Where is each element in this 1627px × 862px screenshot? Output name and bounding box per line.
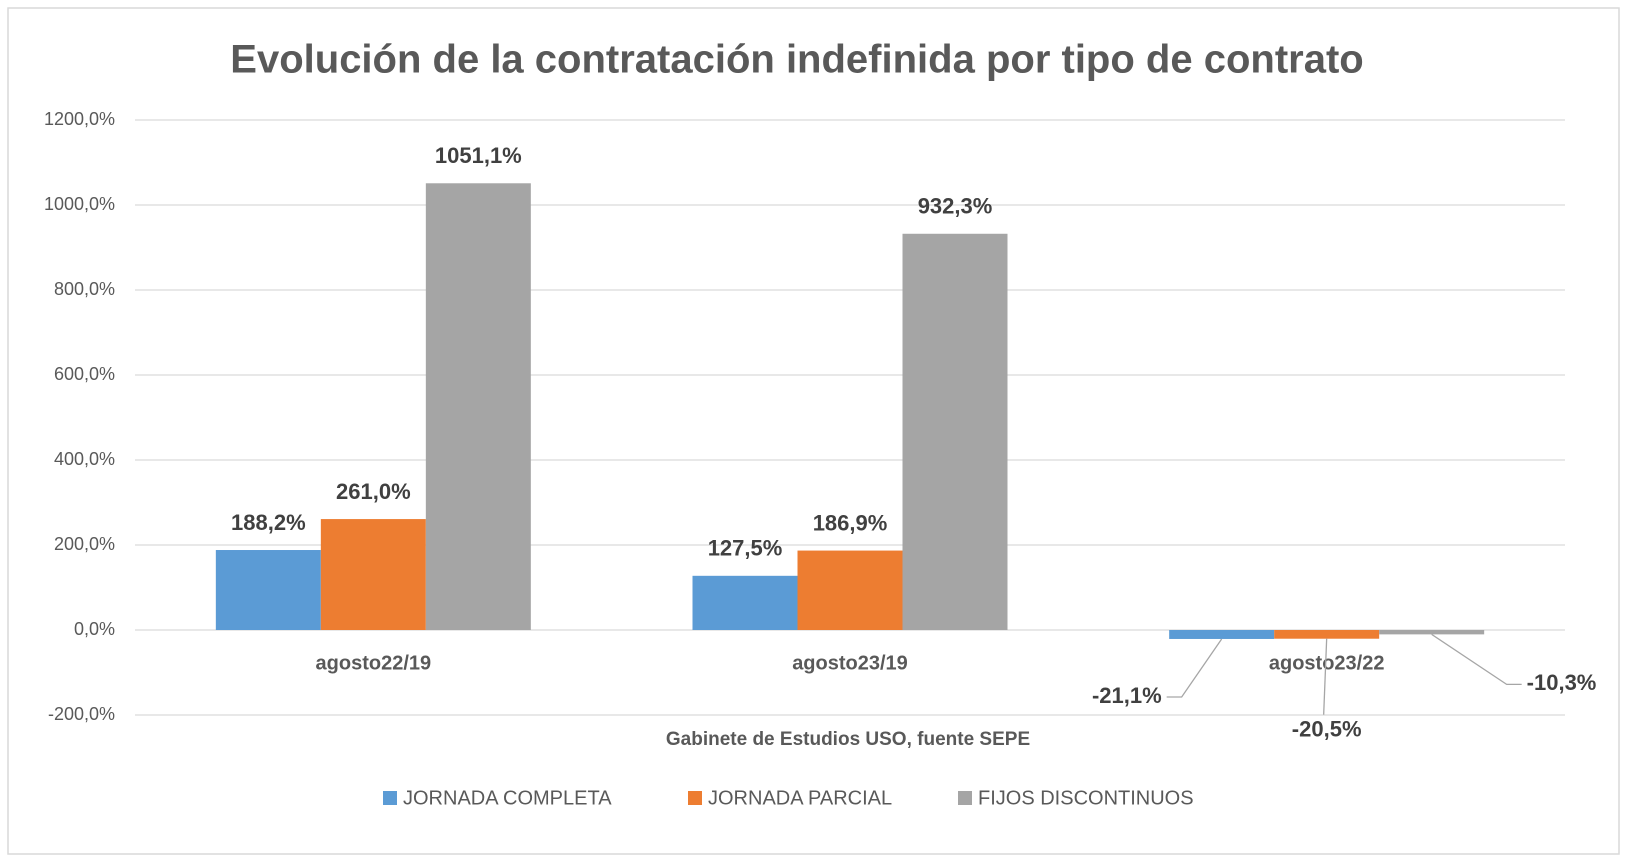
bar [425,183,531,630]
y-tick-label: 600,0% [54,364,115,384]
legend-label: FIJOS DISCONTINUOS [978,787,1194,809]
y-tick-label: 800,0% [54,279,115,299]
y-tick-label: 0,0% [74,619,115,639]
y-tick-label: 1200,0% [44,109,115,129]
leader-line [1323,638,1328,715]
x-axis-label: Gabinete de Estudios USO, fuente SEPE [666,729,1030,750]
x-tick-label: agosto22/19 [316,652,432,674]
data-label: -20,5% [1292,717,1362,742]
legend-swatch [383,791,397,805]
chart-frame [7,7,1620,855]
bar [692,575,798,630]
bar [1379,630,1485,635]
x-tick-label: agosto23/22 [1269,652,1385,674]
y-tick-label: 400,0% [54,449,115,469]
data-label: 1051,1% [435,143,522,168]
bar [902,233,1008,630]
legend-swatch [688,791,702,805]
bar [215,550,321,630]
data-label: 186,9% [813,510,888,535]
leader-line [1431,633,1522,686]
legend-label: JORNADA COMPLETA [403,787,612,809]
data-label: 261,0% [336,479,411,504]
data-label: -21,1% [1092,683,1162,708]
x-tick-label: agosto23/19 [792,652,908,674]
bar [1274,630,1380,639]
legend-swatch [958,791,972,805]
leader-line [1166,638,1223,698]
y-tick-label: 200,0% [54,534,115,554]
chart-title: Evolución de la contratación indefinida … [230,38,1363,82]
bar [320,519,426,630]
y-tick-label: -200,0% [48,704,115,724]
bar [797,550,903,630]
legend-label: JORNADA PARCIAL [708,787,892,809]
data-label: 127,5% [708,536,783,561]
data-label: -10,3% [1527,670,1597,695]
data-label: 932,3% [918,194,993,219]
data-label: 188,2% [231,510,306,535]
y-tick-label: 1000,0% [44,194,115,214]
bar [1169,630,1275,639]
